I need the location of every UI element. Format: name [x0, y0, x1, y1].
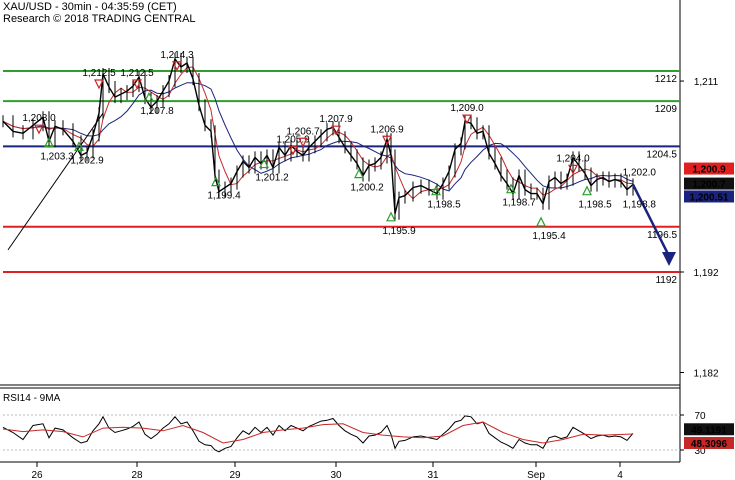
level-label-4: 1192	[655, 275, 677, 286]
support-marker-14	[259, 158, 269, 169]
support-label-17: 1,198.5	[427, 200, 461, 211]
price-tag-label-2: 1,200.51	[690, 192, 729, 203]
y-tick-label-2: 1,211	[694, 77, 719, 88]
x-tick-label-2: 29	[229, 470, 241, 480]
rsi-y-tick-label-0: 70	[694, 411, 706, 422]
support-marker-17	[431, 185, 441, 196]
support-label-14: 1,201.2	[255, 173, 289, 184]
resistance-label-9: 1,204.0	[556, 153, 590, 164]
level-label-2: 1204.5	[646, 149, 677, 160]
support-marker-13	[211, 176, 221, 187]
resistance-label-7: 1,206.9	[370, 124, 404, 135]
rsi-tag-0	[684, 423, 734, 436]
support-label-18: 1,198.7	[502, 198, 536, 209]
forecast-arrow-head	[662, 251, 676, 266]
forecast-arrow-line	[631, 184, 671, 257]
resistance-marker-7	[382, 135, 392, 146]
rsi-y-tick-label-1: 30	[694, 446, 706, 457]
level-label-0: 1212	[655, 74, 678, 85]
resistance-marker-1	[94, 79, 104, 90]
resistance-label-8: 1,209.0	[450, 103, 484, 114]
copyright-notice: Research © 2018 TRADING CENTRAL	[3, 13, 196, 25]
support-label-19: 1,195.4	[532, 231, 566, 242]
rsi-series-1	[2, 421, 634, 444]
resistance-marker-2	[132, 79, 142, 90]
price-tag-2	[684, 190, 734, 203]
resistance-label-2: 1,212.5	[120, 68, 154, 79]
resistance-label-6: 1,207.9	[319, 114, 353, 125]
support-marker-11	[74, 141, 84, 152]
rsi-tag-label-1: 48.3096	[691, 439, 728, 450]
right-label-0: 1,202.0	[623, 168, 657, 179]
resistance-label-5: 1,206.7	[286, 126, 320, 137]
rsi-tag-1	[684, 436, 734, 449]
support-marker-16	[386, 211, 396, 222]
x-tick-label-6: 4	[617, 470, 623, 480]
support-label-11: 1,202.9	[70, 155, 104, 166]
support-label-15: 1,200.2	[350, 183, 384, 194]
level-label-1: 1209	[655, 104, 678, 115]
support-trendline	[7, 112, 104, 251]
slow-moving-average	[2, 82, 634, 192]
support-label-20: 1,198.5	[578, 200, 612, 211]
chart-title: XAU/USD - 30min - 04:35:59 (CET)	[3, 1, 177, 13]
y-tick-label-1: 1,192	[693, 268, 718, 279]
rsi-title: RSI14 - 9MA	[3, 393, 61, 404]
resistance-label-0: 1,208.0	[22, 113, 56, 124]
support-label-10: 1,203.3	[40, 151, 74, 162]
support-label-16: 1,195.9	[382, 226, 416, 237]
price-tag-label-1: 1,200.7	[692, 180, 726, 191]
x-tick-label-4: 31	[427, 470, 439, 480]
resistance-marker-4	[288, 145, 298, 156]
resistance-label-1: 1,212.5	[82, 68, 116, 79]
price-tag-1	[684, 177, 734, 190]
support-marker-20	[582, 185, 592, 196]
support-marker-15	[354, 168, 364, 179]
price-tag-0	[684, 162, 734, 175]
x-tick-label-0: 26	[31, 470, 43, 480]
resistance-label-4: 1,205.9	[276, 134, 310, 145]
support-marker-18	[506, 183, 516, 194]
resistance-label-3: 1,214.3	[160, 50, 194, 61]
x-tick-label-1: 28	[131, 470, 143, 480]
rsi-series-0	[2, 415, 634, 453]
x-tick-label-3: 30	[330, 470, 342, 480]
right-label-1: 1,198.8	[623, 200, 657, 211]
level-label-3: 1196.5	[647, 230, 677, 241]
support-marker-19	[536, 216, 546, 227]
resistance-marker-3	[172, 61, 182, 72]
resistance-marker-5	[298, 137, 308, 148]
x-tick-label-5: Sep	[527, 470, 545, 480]
y-tick-label-0: 1,182	[693, 369, 718, 380]
resistance-marker-6	[331, 125, 341, 136]
resistance-marker-0	[34, 124, 44, 135]
resistance-marker-8	[462, 114, 472, 125]
price-tag-label-0: 1,200.9	[692, 165, 726, 176]
support-marker-12	[144, 91, 154, 102]
support-label-13: 1,199.4	[207, 191, 241, 202]
support-marker-10	[44, 137, 54, 148]
price-line	[2, 57, 634, 214]
resistance-marker-9	[568, 164, 578, 175]
rsi-tag-label-0: 49.1191	[691, 425, 727, 436]
support-label-12: 1,207.8	[140, 106, 174, 117]
